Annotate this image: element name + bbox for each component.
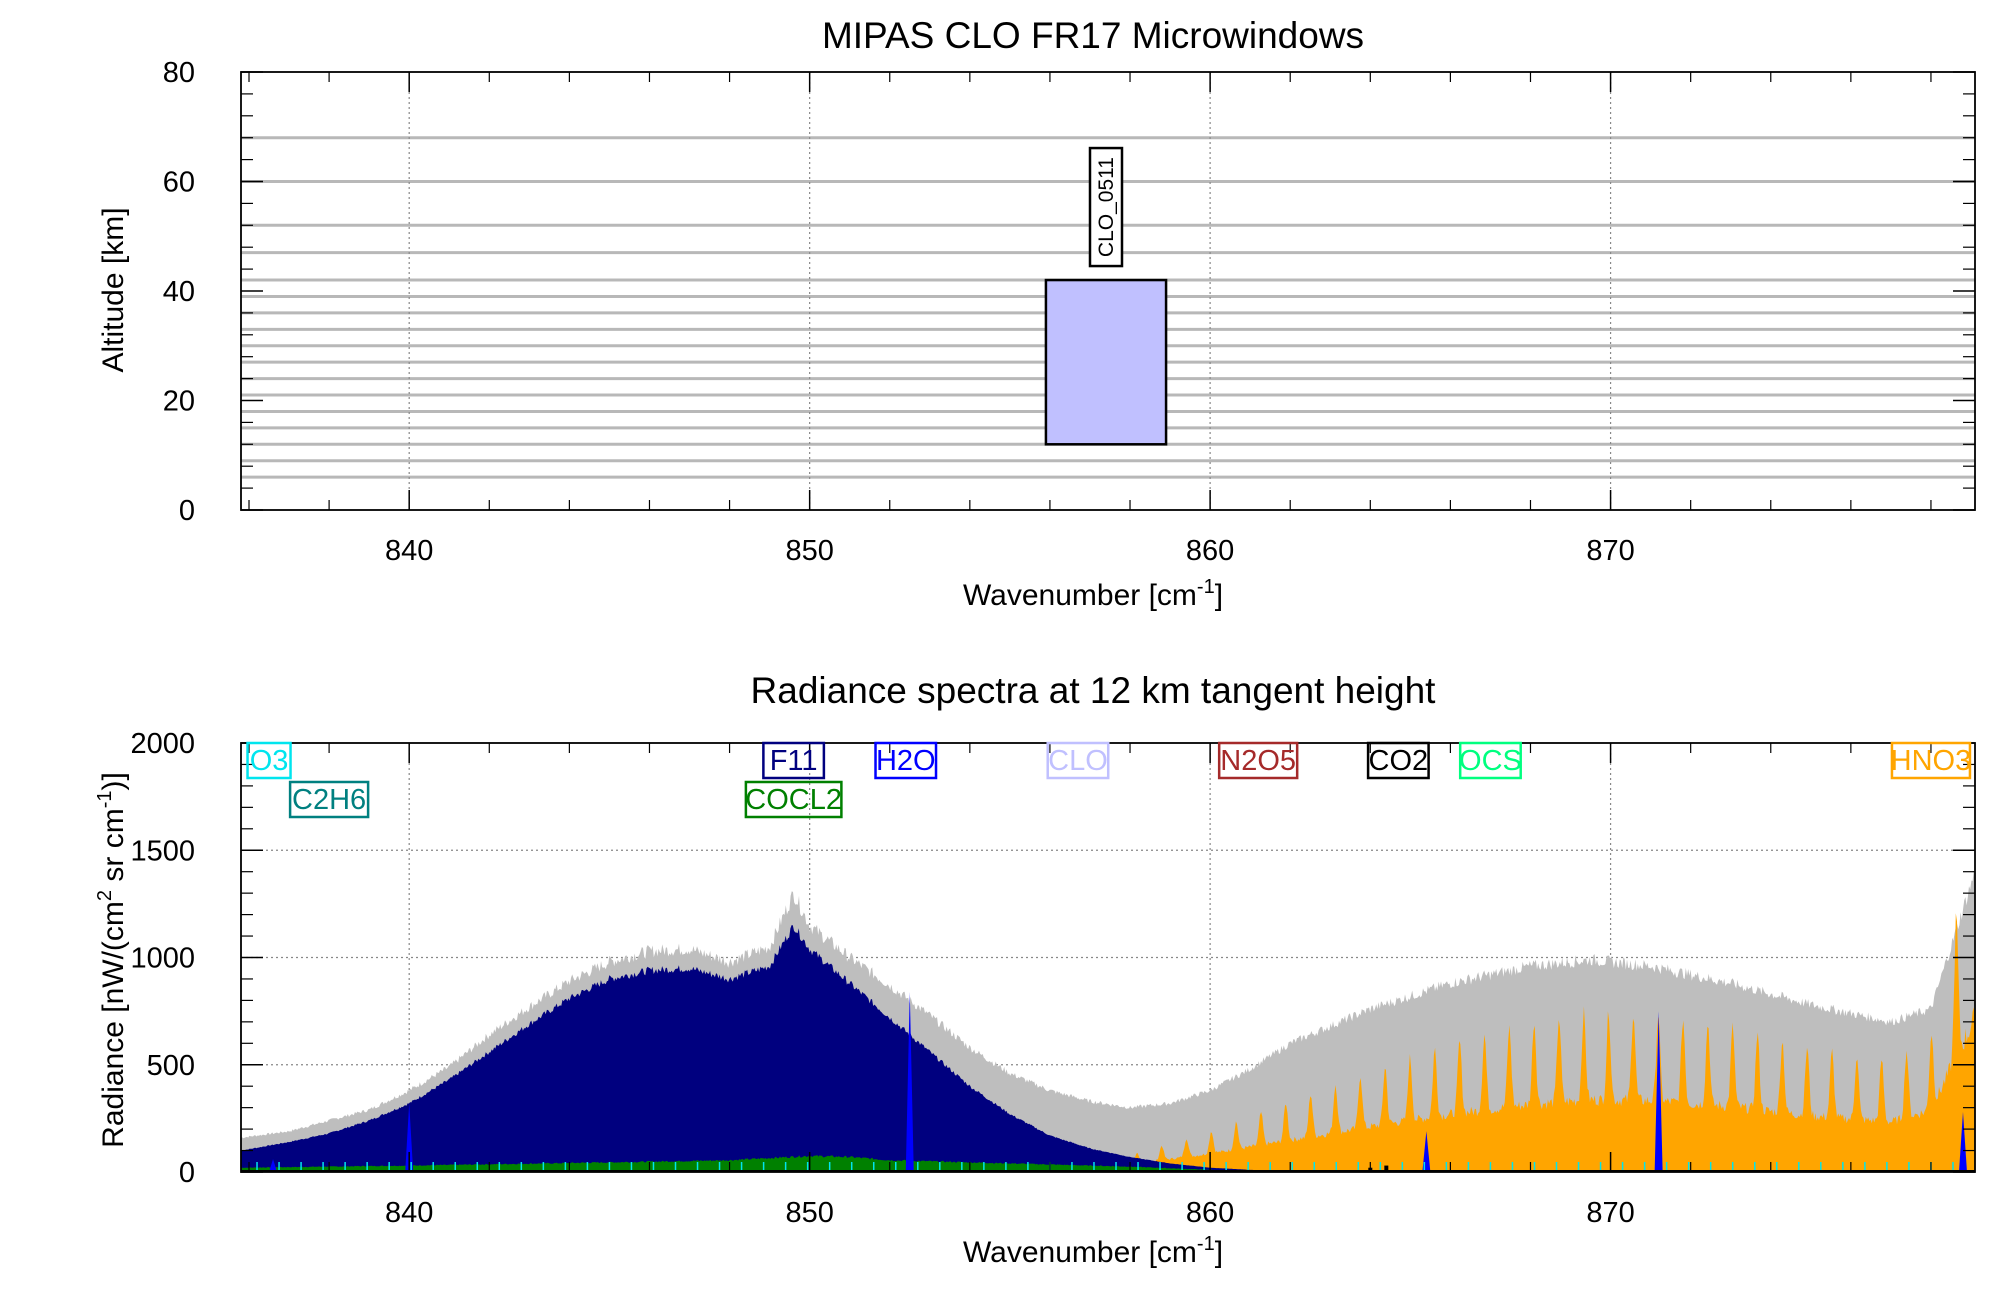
species-label-text: HNO3 [1891, 745, 1972, 777]
top-x-tick-label: 850 [785, 535, 833, 567]
microwindow-panel: MIPAS CLO FR17 Microwindows CLO_0511 840… [97, 15, 1976, 612]
top-chart-title: MIPAS CLO FR17 Microwindows [822, 15, 1364, 56]
series-f11-area [241, 925, 1331, 1172]
species-label-text: C2H6 [292, 784, 366, 816]
top-y-tick-label: 20 [163, 386, 195, 418]
series-h2o-spike [1422, 1131, 1431, 1172]
top-x-tick-label: 870 [1586, 535, 1634, 567]
top-y-axis-label: Altitude [km] [97, 207, 130, 372]
species-label-text: OCS [1459, 745, 1522, 777]
bottom-y-axis-label: Radiance [nW/(cm2 sr cm-1)] [94, 772, 130, 1148]
top-y-tick-label: 60 [163, 167, 195, 199]
species-label-box [1458, 741, 1522, 780]
top-x-tick-label: 860 [1186, 535, 1234, 567]
bottom-chart-title: Radiance spectra at 12 km tangent height [751, 670, 1437, 711]
microwindow-label-box [1088, 146, 1124, 268]
species-label-text: F11 [770, 745, 818, 777]
species-label-text: H2O [876, 745, 936, 777]
species-label-box [874, 741, 938, 780]
species-label-box [1046, 741, 1110, 780]
top-y-tick-label: 0 [179, 495, 195, 527]
series-h2o-spike [1958, 1111, 1967, 1172]
top-y-tick-label: 80 [163, 57, 195, 89]
top-axes [240, 71, 1976, 511]
species-label-text: CLO [1048, 745, 1108, 777]
series-h2o-spike [905, 991, 914, 1172]
top-grid [408, 72, 1612, 510]
bottom-x-tick-label: 850 [785, 1197, 833, 1229]
bottom-x-axis-label: Wavenumber [cm-1] [963, 1233, 1223, 1269]
bottom-y-tick-label: 1500 [130, 835, 195, 867]
species-label-box [1890, 741, 1972, 780]
bottom-y-tick-label: 2000 [130, 728, 195, 760]
bottom-y-tick-label: 500 [147, 1050, 195, 1082]
top-plot-frame [240, 71, 1976, 511]
series-h2o-spike [269, 1159, 278, 1172]
species-label-box [744, 780, 843, 819]
series-h2o-spike [1654, 1011, 1663, 1172]
species-label-box [288, 780, 370, 819]
top-x-axis-label: Wavenumber [cm-1] [963, 576, 1223, 612]
top-y-tick-label: 40 [163, 276, 195, 308]
species-label-box [762, 741, 826, 780]
species-label-text: COCL2 [745, 784, 842, 816]
species-label-text: O3 [250, 745, 289, 777]
species-label-text: N2O5 [1220, 745, 1296, 777]
top-tick-labels: 840 850 860 870 0 20 40 60 80 [163, 57, 1635, 567]
microwindow-label: CLO_0511 [1095, 157, 1118, 257]
microwindow-bar [1044, 278, 1168, 446]
bottom-x-tick-label: 860 [1186, 1197, 1234, 1229]
bottom-x-tick-label: 840 [385, 1197, 433, 1229]
top-x-tick-label: 840 [385, 535, 433, 567]
bottom-x-tick-label: 870 [1586, 1197, 1634, 1229]
series-h2o-spike [405, 1103, 414, 1172]
species-label-box [1366, 741, 1430, 780]
bottom-y-tick-label: 1000 [130, 943, 195, 975]
series-hno3-area [1049, 913, 1975, 1172]
radiance-panel: Radiance spectra at 12 km tangent height… [94, 670, 1976, 1269]
species-label-text: CO2 [1369, 745, 1429, 777]
bottom-tick-labels: 840 850 860 870 0 500 1000 1500 2000 [130, 728, 1634, 1229]
radiance-series [241, 870, 1975, 1172]
microwindow-bars: CLO_0511 [1044, 146, 1168, 446]
bottom-y-tick-label: 0 [179, 1157, 195, 1189]
species-label-box [246, 741, 292, 780]
species-label-box [1217, 741, 1299, 780]
